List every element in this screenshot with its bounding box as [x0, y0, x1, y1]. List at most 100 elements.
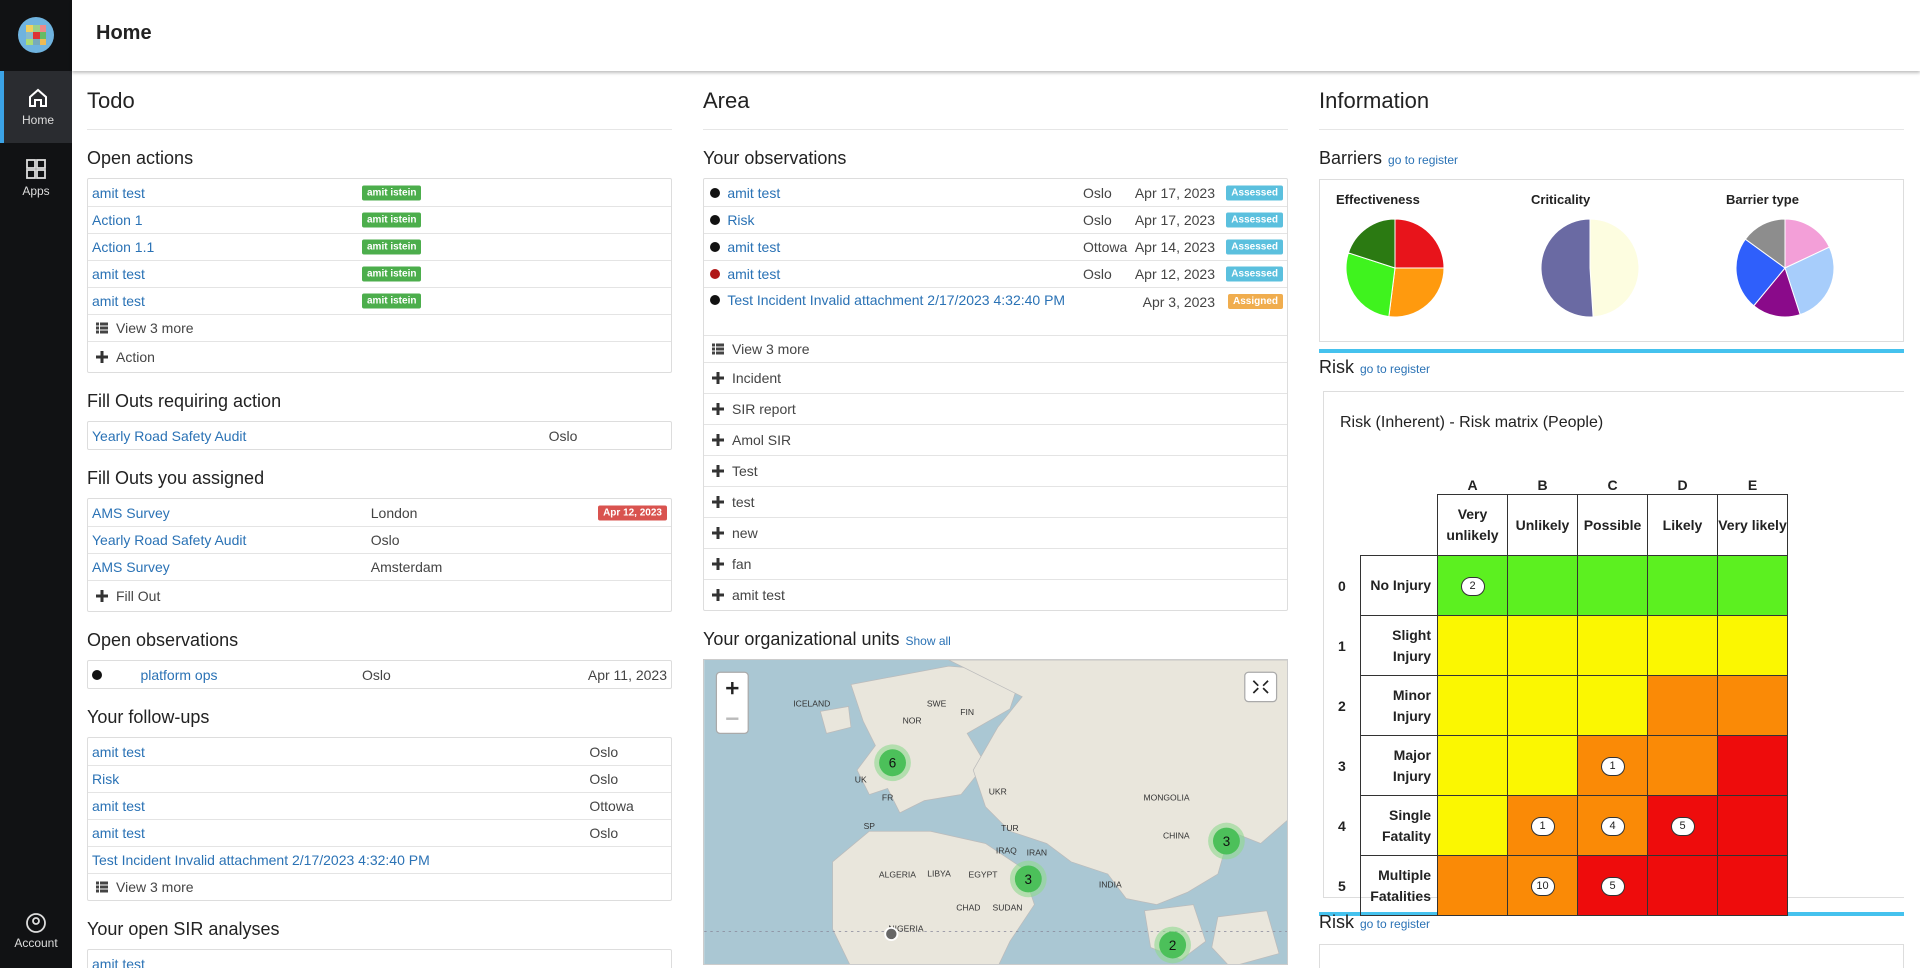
item-link[interactable]: amit test	[92, 825, 145, 841]
item-link[interactable]: Action 1	[92, 212, 143, 228]
map-label: EGYPT	[969, 870, 999, 880]
item-link[interactable]: amit test	[92, 798, 145, 814]
plus-icon	[712, 403, 724, 415]
risk-cell	[1647, 735, 1718, 796]
register-link[interactable]: go to register	[1360, 917, 1431, 931]
item-text: Amsterdam	[370, 559, 443, 575]
cluster[interactable]	[1014, 865, 1042, 893]
list-row[interactable]: Incident	[704, 362, 1287, 393]
fullscreen[interactable]	[1244, 671, 1278, 703]
risk-count[interactable]: 1	[1600, 756, 1625, 776]
register-link[interactable]: Show all	[905, 634, 951, 648]
risk-cell	[1717, 675, 1788, 736]
list-row: Action 1 amit istein	[88, 206, 671, 233]
list-box: AMS Survey London Apr 12, 2023 Yearly Road …	[87, 498, 672, 612]
risk-cell	[1437, 735, 1508, 796]
pie-chart: Barrier type	[1726, 192, 1904, 326]
list-row: amit test Oslo	[88, 738, 671, 765]
risk-count[interactable]: 5	[1670, 816, 1695, 836]
map-label: ALGERIA	[879, 870, 916, 880]
zoom-in[interactable]	[726, 682, 739, 695]
cluster[interactable]	[1159, 931, 1187, 959]
item-link[interactable]: Yearly Road Safety Audit	[92, 532, 247, 548]
row-index: 5	[1338, 877, 1346, 894]
list-row[interactable]: SIR report	[704, 393, 1287, 424]
item-link[interactable]: amit test	[727, 239, 781, 255]
matrix-title: Risk (Inherent) - Risk matrix (People)	[1340, 414, 1604, 431]
register-link[interactable]: go to register	[1388, 153, 1459, 167]
icon-part	[712, 407, 724, 411]
item-link[interactable]: Test Incident Invalid attachment 2/17/20…	[92, 852, 430, 868]
list-row[interactable]: View 3 more	[88, 873, 671, 900]
list-row: Test Incident Invalid attachment 2/17/20…	[704, 287, 1287, 335]
risk-cell: 1	[1507, 795, 1578, 856]
cluster[interactable]	[1212, 827, 1240, 855]
icon-part	[100, 326, 108, 330]
list-icon	[96, 322, 108, 334]
item-text: Amol SIR	[732, 432, 792, 448]
section-title: Your open SIR analyses	[87, 919, 280, 939]
list-row: amit test Oslo	[88, 819, 671, 846]
status-dot	[710, 242, 720, 252]
item-link[interactable]: platform ops	[140, 666, 218, 683]
item-link[interactable]: amit test	[92, 184, 145, 201]
item-link[interactable]: AMS Survey	[92, 559, 170, 575]
list-row[interactable]: test	[704, 486, 1287, 517]
list-row[interactable]: View 3 more	[704, 335, 1287, 362]
item-link[interactable]: Action 1.1	[92, 239, 155, 255]
risk-cell	[1647, 615, 1718, 676]
item-link[interactable]: amit test	[92, 743, 145, 760]
list-row[interactable]: amit test	[704, 579, 1287, 610]
list-row[interactable]: Test	[704, 455, 1287, 486]
item-link[interactable]: Test Incident Invalid attachment 2/17/20…	[727, 292, 1066, 308]
list-row[interactable]: View 3 more	[88, 314, 671, 341]
item-link[interactable]: amit test	[92, 266, 145, 282]
risk-count[interactable]: 5	[1600, 876, 1625, 896]
risk-count[interactable]: 2	[1460, 576, 1485, 596]
badge: amit istein	[362, 293, 422, 309]
row-label: No Injury	[1360, 555, 1438, 616]
item-link[interactable]: Risk	[727, 212, 755, 228]
plus-icon	[96, 590, 108, 602]
item-text: Oslo	[589, 825, 619, 841]
item-link[interactable]: Risk	[92, 771, 120, 787]
plus-icon	[712, 558, 724, 570]
risk-widget: Risk go to register Risk (Inherent) - Risk…	[1319, 349, 1904, 916]
item-link[interactable]: Yearly Road Safety Audit	[92, 427, 247, 444]
nav-account[interactable]: Account	[0, 912, 72, 962]
item-link[interactable]: AMS Survey	[92, 504, 170, 521]
list-row[interactable]: fan	[704, 548, 1287, 579]
item-link[interactable]: amit test	[92, 955, 145, 968]
land	[832, 830, 1035, 964]
item-link[interactable]: amit test	[92, 293, 145, 309]
logo[interactable]	[17, 16, 55, 54]
icon-part	[32, 917, 40, 925]
item-link[interactable]: amit test	[727, 184, 781, 201]
risk-count[interactable]: 4	[1600, 816, 1625, 836]
register-link[interactable]: go to register	[1360, 362, 1431, 376]
item-text: new	[732, 525, 758, 541]
item-text: Apr 12, 2023	[1134, 266, 1215, 282]
nav-item[interactable]: Apps	[0, 150, 72, 204]
item-link[interactable]: amit test	[727, 266, 781, 282]
map-label: FIN	[960, 707, 974, 717]
list-row[interactable]: Action	[88, 341, 671, 372]
list-icon	[96, 881, 108, 893]
list-row: Risk Oslo	[88, 765, 671, 792]
list-row[interactable]: Fill Out	[88, 580, 671, 611]
risk-cell	[1647, 555, 1718, 616]
cluster[interactable]	[879, 749, 906, 777]
nav-item[interactable]: Home	[0, 71, 72, 143]
risk-cell	[1717, 555, 1788, 616]
risk-count[interactable]: 10	[1530, 876, 1555, 896]
section-title: Risk go to register	[1319, 357, 1431, 377]
list-row[interactable]: Amol SIR	[704, 424, 1287, 455]
map-label: CHAD	[956, 903, 980, 913]
badge: amit istein	[362, 212, 422, 228]
item-text: Oslo	[1082, 212, 1112, 228]
list-row[interactable]: new	[704, 517, 1287, 548]
section-title: Fill Outs you assigned	[87, 468, 265, 488]
item-text: Fill Out	[116, 588, 161, 604]
item-text: Apr 17, 2023	[1134, 212, 1215, 228]
risk-count[interactable]: 1	[1530, 816, 1555, 836]
